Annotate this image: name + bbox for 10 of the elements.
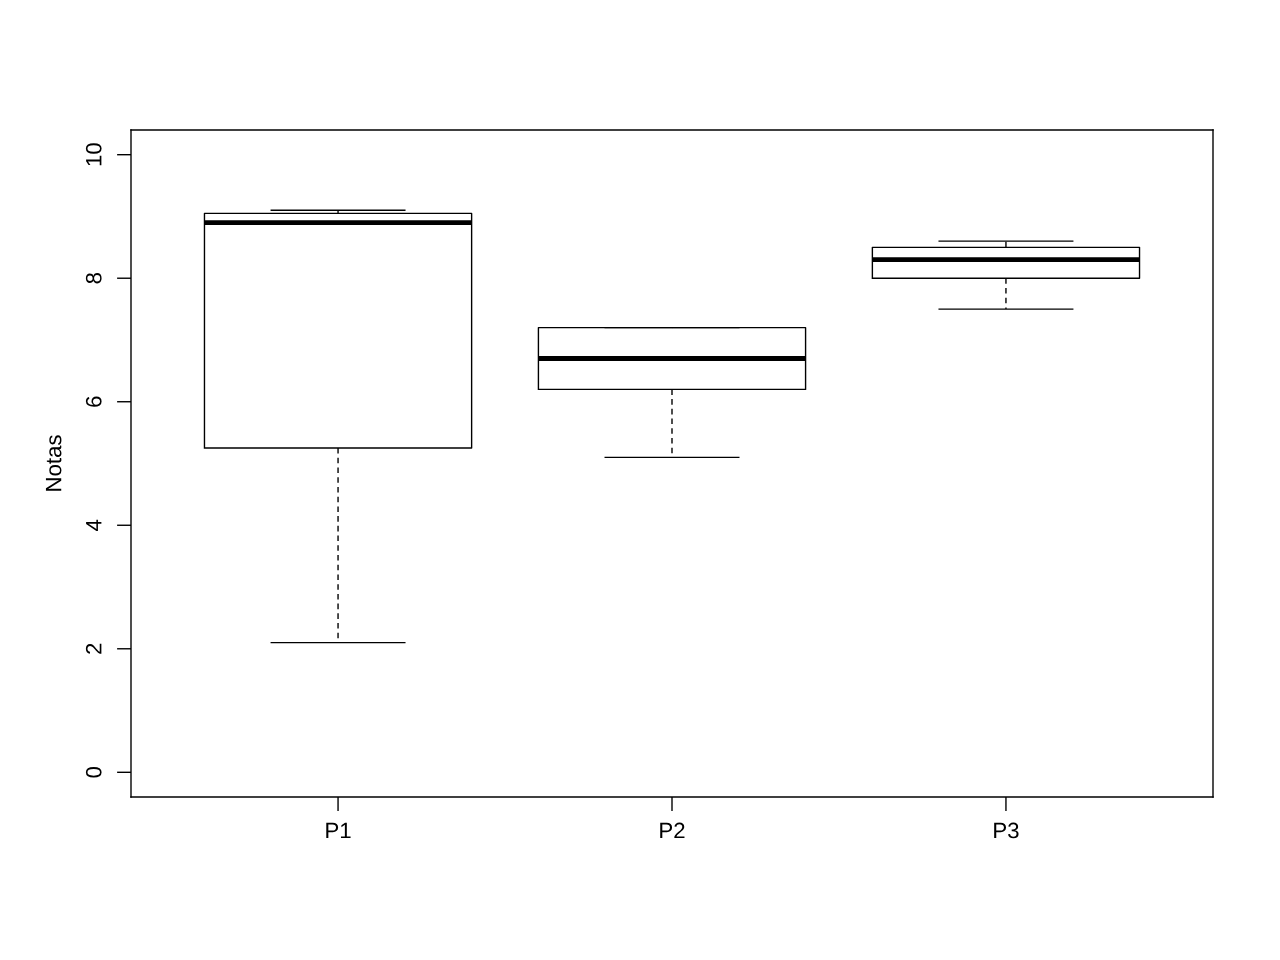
- y-tick-label: 2: [85, 643, 102, 654]
- y-tick-label: 0: [85, 766, 102, 778]
- y-tick-label: 6: [85, 396, 102, 407]
- x-tick-label: P2: [660, 822, 685, 839]
- x-tick-label: P3: [994, 822, 1019, 839]
- y-tick-label: 10: [85, 143, 102, 166]
- y-axis-title: Notas: [45, 435, 62, 491]
- y-tick-label: 8: [85, 273, 102, 284]
- y-tick-label: 4: [86, 519, 102, 531]
- x-tick-label: P1: [326, 822, 351, 839]
